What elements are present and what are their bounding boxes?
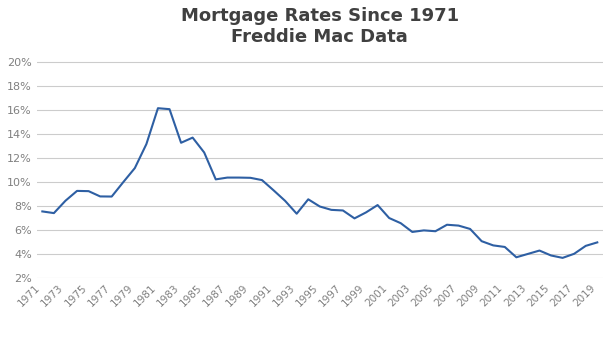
Title: Mortgage Rates Since 1971
Freddie Mac Data: Mortgage Rates Since 1971 Freddie Mac Da… (181, 7, 459, 46)
